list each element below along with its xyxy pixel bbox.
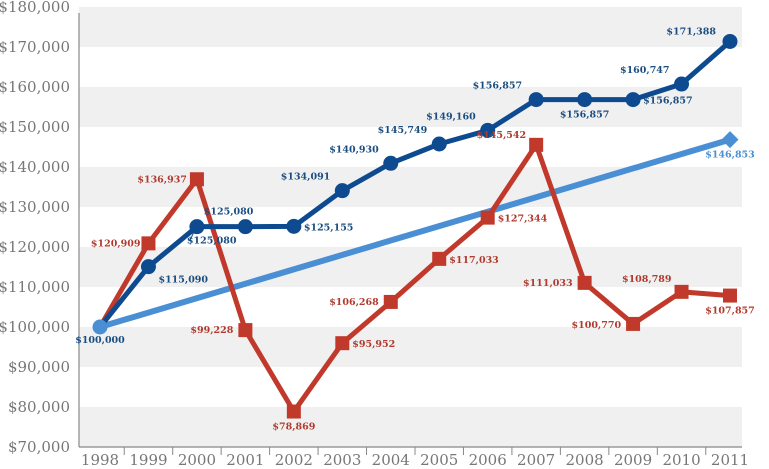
red-data-label: $111,033	[523, 278, 573, 289]
dark-blue-data-label: $160,747	[620, 65, 670, 76]
x-tick-label: 2006	[469, 451, 507, 469]
dark-blue-data-label: $115,090	[158, 275, 208, 286]
grid-band	[79, 7, 742, 47]
x-tick-label: 2005	[420, 451, 458, 469]
red-data-label: $120,909	[91, 238, 141, 249]
dark-blue-data-label: $100,000	[75, 335, 125, 346]
x-tick-label: 2004	[372, 451, 410, 469]
x-axis: 1998 1999 2000 2001 2002 2003 2004 2005 2006 2007…	[79, 446, 749, 469]
dark-blue-data-label: $140,930	[329, 144, 379, 155]
dark-blue-circle-marker	[674, 76, 690, 92]
dark-blue-circle-marker	[286, 218, 302, 234]
y-tick-label: $120,000	[0, 238, 70, 256]
red-square-marker	[529, 137, 544, 152]
x-tick-label: 2002	[275, 451, 313, 469]
x-tick-label: 2010	[662, 451, 700, 469]
grid-band	[79, 327, 742, 367]
dark-blue-data-label: $156,857	[643, 96, 693, 107]
dark-blue-circle-marker	[722, 33, 738, 49]
red-data-label: $100,770	[571, 320, 621, 331]
y-tick-label: $170,000	[0, 38, 70, 56]
red-square-marker	[626, 316, 641, 331]
dark-blue-circle-marker	[577, 92, 593, 108]
x-tick-label: 2003	[323, 451, 361, 469]
label-pointer	[189, 231, 195, 241]
y-tick-label: $160,000	[0, 78, 70, 96]
series-layer	[92, 33, 739, 419]
y-axis: $70,000 $80,000 $90,000 $100,000 $110,000 $12…	[0, 0, 80, 456]
light-blue-diamond-marker	[721, 131, 739, 149]
dark-blue-circle-marker	[334, 183, 350, 199]
data-labels: $120,909 $136,937 $99,228 $78,869 $95,952 $10…	[75, 26, 755, 432]
dark-blue-data-label: $149,160	[426, 111, 476, 122]
red-square-marker	[335, 336, 350, 351]
dark-blue-circle-marker	[140, 259, 156, 275]
grid-band	[79, 247, 742, 287]
dark-blue-series-line	[98, 39, 732, 329]
red-data-label: $145,542	[477, 130, 527, 141]
dark-blue-data-label: $145,749	[378, 125, 428, 136]
red-data-label: $108,789	[622, 274, 672, 285]
x-tick-label: 2001	[226, 451, 264, 469]
red-data-label: $136,937	[137, 174, 187, 185]
x-tick-label: 2007	[517, 451, 555, 469]
red-square-marker	[577, 275, 592, 290]
dark-blue-data-label: $125,080	[187, 236, 237, 247]
dark-blue-circle-marker	[237, 219, 253, 235]
red-square-marker	[383, 294, 398, 309]
y-tick-label: $140,000	[0, 158, 70, 176]
red-data-label: $95,952	[352, 339, 395, 350]
dark-blue-data-label: $134,091	[281, 172, 331, 183]
dark-blue-circle-marker	[625, 92, 641, 108]
red-square-marker	[674, 284, 689, 299]
red-square-marker	[480, 210, 495, 225]
dark-blue-circle-marker	[528, 92, 544, 108]
red-square-marker	[189, 172, 204, 187]
red-data-label: $117,033	[449, 255, 499, 266]
light-blue-series-line	[99, 136, 731, 330]
x-tick-label: 2000	[178, 451, 216, 469]
red-data-label: $107,857	[705, 306, 755, 317]
red-square-marker	[286, 404, 301, 419]
x-tick-label: 1998	[81, 451, 119, 469]
dark-blue-data-label: $156,857	[560, 110, 610, 121]
dark-blue-data-label: $171,388	[666, 26, 716, 37]
dark-blue-data-label: $156,857	[473, 81, 523, 92]
dark-blue-circle-marker	[383, 155, 399, 171]
red-square-marker	[238, 323, 253, 338]
y-tick-label: $90,000	[8, 358, 70, 376]
grid-band	[79, 87, 742, 127]
y-tick-label: $130,000	[0, 198, 70, 216]
red-data-label: $99,228	[190, 325, 233, 336]
x-tick-label: 2011	[711, 451, 749, 469]
red-series-line	[97, 139, 731, 417]
dark-blue-data-label: $125,155	[304, 222, 354, 233]
y-tick-label: $150,000	[0, 118, 70, 136]
red-data-label: $127,344	[498, 214, 548, 225]
red-data-label: $78,869	[272, 422, 315, 433]
light-blue-data-label: $146,853	[705, 150, 755, 161]
grid-band	[79, 407, 742, 447]
dark-blue-data-label: $125,080	[204, 207, 254, 218]
x-tick-label: 2008	[566, 451, 604, 469]
x-tick-label: 1999	[129, 451, 167, 469]
y-tick-label: $180,000	[0, 0, 70, 16]
y-tick-label: $110,000	[0, 278, 70, 296]
red-data-label: $106,268	[329, 297, 379, 308]
x-tick-label: 2009	[614, 451, 652, 469]
y-tick-label: $100,000	[0, 318, 70, 336]
red-square-marker	[432, 251, 447, 266]
y-tick-label: $70,000	[8, 438, 70, 456]
y-tick-label: $80,000	[8, 398, 70, 416]
red-square-marker	[723, 288, 737, 303]
dark-blue-circle-marker	[431, 136, 447, 152]
dark-blue-circle-marker	[480, 122, 496, 138]
red-square-marker	[141, 236, 156, 251]
start-marker	[92, 319, 108, 335]
dark-blue-circle-marker	[189, 219, 205, 235]
